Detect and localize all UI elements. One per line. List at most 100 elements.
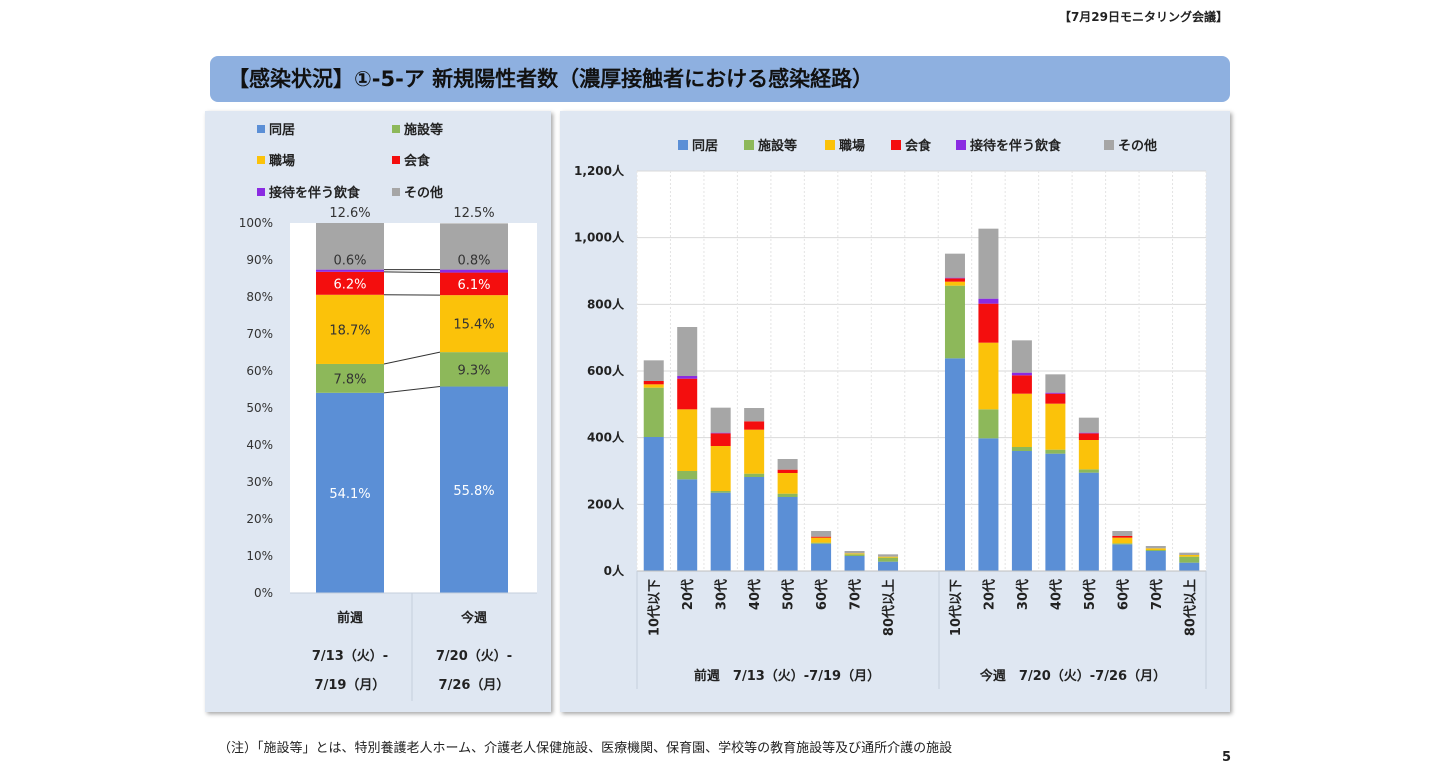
meeting-label: 【7月29日モニタリング会議】: [1058, 10, 1228, 24]
bar-segment-1-7-0: [1179, 562, 1200, 571]
legend-label-2: 職場: [269, 153, 295, 169]
connector-line-0: [383, 386, 441, 394]
x-category-label: 70代: [1149, 579, 1165, 610]
legend-swatch-2: [825, 140, 835, 150]
bar-segment-0-3-0: [744, 477, 765, 571]
legend-swatch-3: [392, 156, 400, 164]
bar-segment-1-3-5: [1045, 374, 1066, 393]
data-label-1-4: 0.8%: [457, 254, 490, 269]
bar-segment-1-1: [440, 352, 508, 387]
data-label-0-2: 18.7%: [329, 323, 370, 338]
legend-swatch-0: [678, 140, 688, 150]
bar-segment-1-7-1: [1179, 556, 1200, 563]
bar-segment-1-2-0: [1011, 451, 1032, 571]
bar-segment-1-3-4: [1045, 392, 1066, 394]
bar-segment-0-1-3: [677, 378, 698, 410]
bar-segment-1-5: [440, 223, 508, 270]
footnote: （注）「施設等」とは、特別養護老人ホーム、介護老人保健施設、医療機関、保育園、学…: [218, 741, 953, 756]
bar-segment-1-4-5: [1078, 417, 1099, 433]
data-label-0-1: 7.8%: [333, 372, 366, 387]
legend-swatch-4: [956, 140, 966, 150]
x-category-label: 70代: [848, 579, 864, 610]
legend-swatch-1: [744, 140, 754, 150]
bar-segment-0-4: [316, 269, 384, 272]
bar-segment-1-4-2: [1078, 440, 1099, 470]
x-category-label: 10代以下: [647, 579, 663, 636]
bar-segment-1-5-3: [1112, 536, 1133, 538]
bar-segment-0-4-2: [777, 473, 798, 494]
data-label-1-5: 12.5%: [453, 206, 494, 221]
legend-label-2: 職場: [839, 138, 865, 154]
connector-line-1: [383, 351, 441, 365]
bar-segment-1-2-5: [1011, 340, 1032, 373]
category-date-line1-1: 7/20（火）-: [436, 648, 512, 664]
legend-swatch-4: [257, 188, 265, 196]
bar-segment-1-7-5: [1179, 552, 1200, 555]
category-label-0: 前週: [337, 610, 363, 626]
x-category-label: 60代: [814, 579, 830, 610]
group-label-0: 前週 7/13（火）-7/19（月）: [694, 668, 880, 684]
bar-segment-0-1-5: [677, 327, 698, 376]
legend-swatch-2: [257, 156, 265, 164]
bar-segment-1-6-1: [1145, 550, 1166, 551]
legend-label-4: 接待を伴う飲食: [970, 138, 1062, 154]
bar-segment-0-5: [316, 223, 384, 270]
data-label-1-2: 15.4%: [453, 318, 494, 333]
bar-segment-1-0-1: [944, 285, 965, 359]
bar-segment-0-6-5: [844, 551, 865, 554]
bar-segment-0-2-0: [710, 492, 731, 571]
bar-segment-0-4-1: [777, 493, 798, 497]
bar-segment-0-5-2: [811, 537, 832, 543]
bar-segment-0-1-4: [677, 376, 698, 379]
y-tick-label: 0人: [604, 563, 625, 578]
y-tick-label: 50%: [246, 401, 273, 415]
y-tick-label: 20%: [246, 512, 273, 526]
bar-segment-1-6-5: [1145, 546, 1166, 549]
bar-segment-0-0-1: [643, 387, 664, 437]
legend-label-5: その他: [404, 185, 443, 201]
x-category-label: 80代以上: [881, 579, 897, 636]
bar-segment-0-2-3: [710, 433, 731, 446]
bar-segment-1-4-0: [1078, 472, 1099, 571]
legend-swatch-3: [891, 140, 901, 150]
bar-segment-0-0-3: [643, 381, 664, 385]
bar-segment-1-1-0: [978, 438, 999, 571]
bar-segment-1-6-2: [1145, 548, 1166, 550]
y-tick-label: 0%: [254, 586, 273, 600]
y-tick-label: 60%: [246, 364, 273, 378]
bar-segment-1-2-3: [1011, 375, 1032, 394]
bar-segment-1-0-2: [944, 281, 965, 286]
bar-segment-1-1-3: [978, 303, 999, 343]
category-date-line2-1: 7/26（月）: [439, 677, 510, 693]
bar-segment-0-4-3: [777, 469, 798, 473]
connector-line-3: [383, 271, 441, 274]
bar-segment-1-1-1: [978, 409, 999, 439]
bar-segment-0-5-0: [811, 543, 832, 571]
bar-segment-1-4-4: [1078, 432, 1099, 434]
bar-segment-1-1-4: [978, 298, 999, 304]
legend-label-0: 同居: [692, 139, 718, 154]
bar-segment-1-0-5: [944, 253, 965, 278]
bar-segment-1-0-3: [944, 278, 965, 282]
bar-segment-0-2-1: [710, 491, 731, 493]
age-group-chart-panel: 同居 施設等 職場 会食 接待を伴う飲食 その他 0人 200人 400人 600人 800人 1,0…: [560, 111, 1230, 712]
x-category-label: 30代: [714, 579, 730, 610]
data-label-0-3: 6.2%: [333, 277, 366, 292]
bar-segment-1-4-3: [1078, 433, 1099, 440]
x-category-label: 50代: [781, 579, 797, 610]
bar-segment-1-0-4: [944, 277, 965, 279]
bar-segment-0-7-0: [878, 561, 899, 571]
bar-segment-0-7-2: [878, 556, 899, 558]
bar-segment-0-1-0: [677, 479, 698, 571]
legend-label-0: 同居: [269, 123, 295, 138]
bar-segment-0-6-0: [844, 556, 865, 571]
bar-segment-1-5-0: [1112, 544, 1133, 571]
bar-segment-1-0-0: [944, 358, 965, 571]
bar-segment-0-2: [316, 294, 384, 364]
bar-segment-0-6-2: [844, 553, 865, 555]
legend-label-4: 接待を伴う飲食: [269, 185, 361, 201]
bar-segment-0-0-0: [643, 437, 664, 571]
bar-segment-0-1-1: [677, 471, 698, 480]
bar-segment-0-7-1: [878, 557, 899, 562]
bar-segment-0-5-5: [811, 531, 832, 537]
